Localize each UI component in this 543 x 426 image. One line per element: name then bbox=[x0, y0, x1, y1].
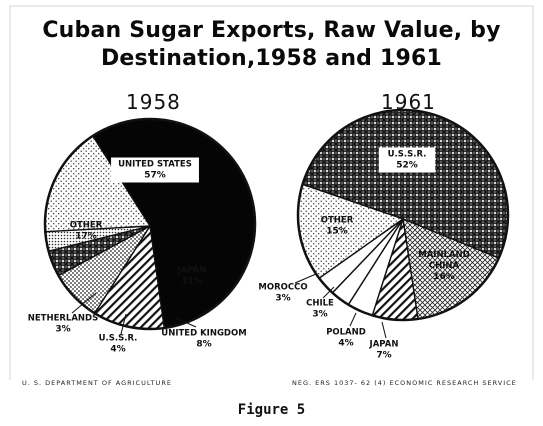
pie-outline bbox=[296, 108, 510, 322]
pie-1961-label-other-percent: 15% bbox=[326, 227, 348, 237]
pie-1958-label-japan-percent: 11% bbox=[181, 277, 203, 287]
figure-caption: Figure 5 bbox=[237, 402, 306, 418]
pie-outline bbox=[43, 117, 257, 331]
pie-1961-label-chile-percent: 3% bbox=[312, 310, 327, 320]
leader-line bbox=[349, 312, 357, 327]
pie-1961-label-mainland-china-percent: 16% bbox=[433, 272, 455, 282]
pie-1961-label-chile-name: CHILE bbox=[306, 299, 334, 309]
pie-1961-label-u-s-s-r-name: U.S.S.R. bbox=[388, 150, 427, 160]
pie-1961-label-japan-percent: 7% bbox=[376, 351, 391, 361]
leader-line bbox=[322, 286, 335, 299]
footer-source-left: U. S. DEPARTMENT OF AGRICULTURE bbox=[22, 379, 172, 387]
pie-1958-label-netherlands-name: NETHERLANDS bbox=[28, 314, 98, 324]
figure-border bbox=[9, 5, 534, 380]
pie-1961-label-mainland-china-name: MAINLAND bbox=[418, 250, 469, 260]
pie-1961-label-poland-percent: 4% bbox=[338, 339, 353, 349]
pie-1958-label-u-s-s-r-name: U.S.S.R. bbox=[99, 334, 138, 344]
pie-1961-label-other-name: OTHER bbox=[321, 216, 354, 226]
pie-1958-label-japan-name: JAPAN bbox=[177, 266, 207, 276]
leader-line bbox=[120, 313, 127, 335]
pie-1958-label-netherlands-percent: 3% bbox=[55, 325, 70, 335]
pie-1961-label-morocco-percent: 3% bbox=[275, 294, 290, 304]
pie-1958-label-u-s-s-r-percent: 4% bbox=[110, 345, 125, 355]
pie-1961-label-mainland-china-name: CHINA bbox=[429, 261, 460, 271]
pie-1958-label-united-states-percent: 57% bbox=[144, 171, 166, 181]
chart-title-line-2: Destination,1958 and 1961 bbox=[100, 46, 443, 71]
chart-title-line-1: Cuban Sugar Exports, Raw Value, by bbox=[42, 18, 501, 43]
pie-1958-label-united-kingdom-name: UNITED KINGDOM bbox=[161, 329, 246, 339]
label-background bbox=[378, 147, 436, 173]
pie-1961-label-poland-name: POLAND bbox=[326, 328, 366, 338]
pie-1961-label-u-s-s-r-percent: 52% bbox=[396, 161, 418, 171]
pie-1961-label-morocco-name: MOROCCO bbox=[258, 283, 307, 293]
footer-source-right: NEG. ERS 1037- 62 (4) ECONOMIC RESEARCH … bbox=[292, 379, 517, 387]
leader-line bbox=[175, 317, 197, 328]
pie-1958-label-other-percent: 17% bbox=[75, 232, 97, 242]
pie-1958-label-united-kingdom-percent: 8% bbox=[196, 340, 211, 350]
leader-line bbox=[71, 292, 97, 314]
pie-1958-label-other-name: OTHER bbox=[70, 221, 103, 231]
pie-1958-year-label: 1958 bbox=[126, 90, 181, 114]
leader-line bbox=[381, 321, 387, 339]
label-background bbox=[111, 157, 199, 183]
pie-1958-label-united-states-name: UNITED STATES bbox=[118, 160, 192, 170]
pie-1961-label-japan-name: JAPAN bbox=[369, 340, 399, 350]
leader-line bbox=[294, 273, 317, 284]
